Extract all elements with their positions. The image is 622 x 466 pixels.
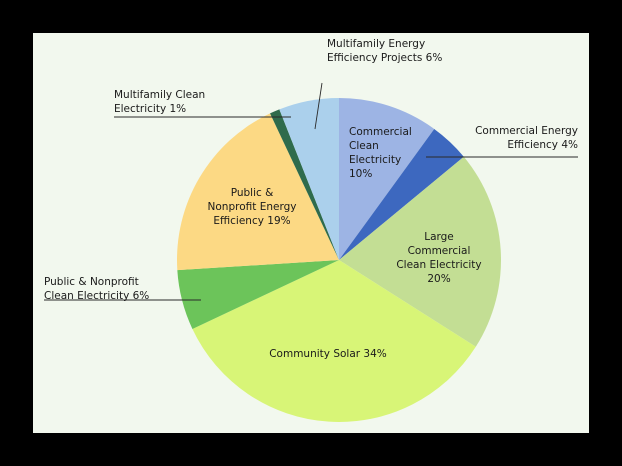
- slice-label-public-nonprofit-clean-electricity: Public & Nonprofit Clean Electricity 6%: [44, 276, 149, 302]
- chart-panel: Commercial Clean Electricity 10% Commercial …: [33, 33, 589, 433]
- slice-label-line: Clean Electricity: [396, 259, 481, 271]
- slice-label-line: Efficiency 4%: [507, 139, 578, 151]
- slice-label-commercial-energy-efficiency: Commercial Energy Efficiency 4%: [475, 125, 578, 151]
- slice-label-line: Public & Nonprofit: [44, 276, 139, 288]
- slice-label-line: Multifamily Energy: [327, 38, 425, 50]
- pie-slice-community-solar: [192, 260, 476, 422]
- slice-label-line: Electricity: [349, 154, 401, 166]
- pie-slice-large-commercial-clean-electricity: [339, 156, 501, 347]
- slice-label-line: Clean Electricity 6%: [44, 290, 149, 302]
- pie-slice-commercial-energy-efficiency: [339, 128, 464, 260]
- slice-label-commercial-clean-electricity: Commercial Clean Electricity 10%: [349, 126, 412, 180]
- slice-label-line: 20%: [427, 273, 450, 285]
- slice-label-large-commercial-clean-electricity: Large Commercial Clean Electricity 20%: [396, 231, 481, 285]
- slice-label-line: Community Solar 34%: [269, 348, 387, 360]
- slice-label-line: Electricity 1%: [114, 103, 186, 115]
- slice-label-line: Efficiency Projects 6%: [327, 52, 442, 64]
- slice-label-line: 10%: [349, 168, 372, 180]
- slice-label-line: Nonprofit Energy: [208, 201, 297, 213]
- pie-slice-multifamily-energy-efficiency-projects: [279, 98, 339, 260]
- slice-label-multifamily-energy-efficiency-projects: Multifamily Energy Efficiency Projects 6%: [327, 38, 442, 64]
- slice-label-line: Commercial: [408, 245, 471, 257]
- slice-label-community-solar: Community Solar 34%: [269, 348, 387, 360]
- slice-label-line: Efficiency 19%: [213, 215, 290, 227]
- pie-labels: Commercial Clean Electricity 10% Commercial …: [44, 38, 578, 360]
- pie-slice-public-nonprofit-clean-electricity: [177, 260, 339, 329]
- pie-slices: [177, 98, 501, 422]
- pie-slice-commercial-clean-electricity: [339, 98, 435, 260]
- slice-label-line: Clean: [349, 140, 379, 152]
- slice-label-multifamily-clean-electricity: Multifamily Clean Electricity 1%: [114, 89, 205, 115]
- slice-label-line: Commercial Energy: [475, 125, 578, 137]
- pie-slice-multifamily-clean-electricity: [270, 109, 339, 260]
- pie-chart: Commercial Clean Electricity 10% Commercial …: [44, 38, 578, 422]
- slice-label-line: Commercial: [349, 126, 412, 138]
- slice-label-line: Multifamily Clean: [114, 89, 205, 101]
- slice-label-public-nonprofit-energy-efficiency: Public & Nonprofit Energy Efficiency 19%: [208, 187, 297, 227]
- slice-label-line: Large: [424, 231, 454, 243]
- slice-label-line: Public &: [231, 187, 274, 199]
- leader-line-multifamily-energy-efficiency-projects: [314, 82, 323, 130]
- pie-slice-public-nonprofit-energy-efficiency: [177, 113, 339, 271]
